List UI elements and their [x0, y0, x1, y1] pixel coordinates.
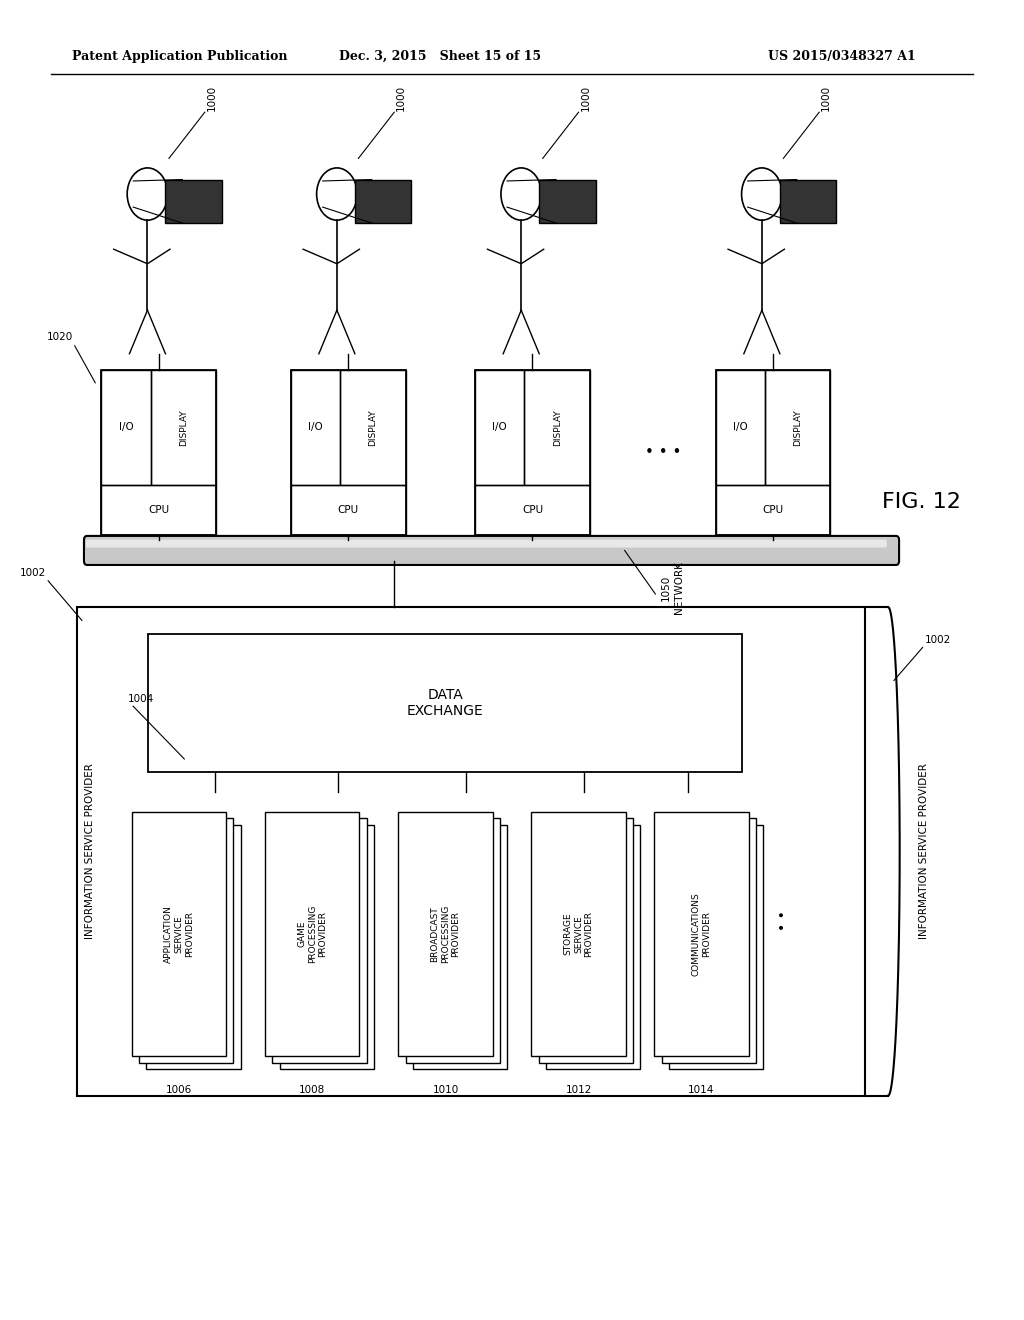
- Text: INFORMATION SERVICE PROVIDER: INFORMATION SERVICE PROVIDER: [85, 763, 95, 940]
- Text: 1000: 1000: [581, 84, 591, 111]
- Bar: [146, 825, 241, 1069]
- Text: 1020: 1020: [46, 331, 73, 342]
- FancyBboxPatch shape: [86, 540, 887, 548]
- Bar: [662, 818, 756, 1063]
- Bar: [654, 812, 749, 1056]
- Text: • • •: • • •: [645, 445, 681, 459]
- Text: 1000: 1000: [396, 84, 407, 111]
- Bar: [539, 818, 633, 1063]
- Bar: [291, 370, 406, 535]
- Bar: [546, 825, 640, 1069]
- Bar: [716, 370, 830, 535]
- Bar: [669, 825, 763, 1069]
- Bar: [780, 180, 837, 223]
- Bar: [101, 486, 216, 535]
- Text: INFORMATION SERVICE PROVIDER: INFORMATION SERVICE PROVIDER: [919, 763, 929, 940]
- FancyBboxPatch shape: [84, 536, 899, 565]
- Bar: [291, 370, 340, 486]
- Bar: [148, 634, 742, 772]
- Text: US 2015/0348327 A1: US 2015/0348327 A1: [768, 50, 915, 63]
- Text: 1008: 1008: [299, 1085, 326, 1096]
- Text: 1002: 1002: [925, 635, 951, 644]
- Text: 1000: 1000: [821, 84, 831, 111]
- Text: BROADCAST
PROCESSING
PROVIDER: BROADCAST PROCESSING PROVIDER: [430, 904, 461, 964]
- Text: DISPLAY: DISPLAY: [794, 409, 802, 446]
- Bar: [265, 812, 359, 1056]
- Bar: [77, 607, 865, 1096]
- Text: I/O: I/O: [733, 422, 748, 433]
- Text: CPU: CPU: [763, 504, 783, 515]
- Bar: [132, 812, 226, 1056]
- Text: Patent Application Publication: Patent Application Publication: [72, 50, 287, 63]
- Bar: [716, 370, 765, 486]
- Bar: [475, 486, 590, 535]
- Bar: [765, 370, 830, 486]
- Bar: [166, 180, 222, 223]
- Text: GAME
PROCESSING
PROVIDER: GAME PROCESSING PROVIDER: [297, 904, 328, 964]
- Bar: [280, 825, 374, 1069]
- Text: 1006: 1006: [166, 1085, 193, 1096]
- Bar: [413, 825, 507, 1069]
- Bar: [475, 370, 524, 486]
- Bar: [101, 370, 151, 486]
- Text: 1002: 1002: [19, 568, 46, 578]
- Bar: [291, 486, 406, 535]
- Text: 1014: 1014: [688, 1085, 715, 1096]
- Text: CPU: CPU: [522, 504, 543, 515]
- Text: Dec. 3, 2015   Sheet 15 of 15: Dec. 3, 2015 Sheet 15 of 15: [339, 50, 542, 63]
- Text: 1050: 1050: [660, 574, 671, 601]
- Bar: [716, 486, 830, 535]
- Text: NETWORK: NETWORK: [674, 561, 684, 614]
- Text: DATA
EXCHANGE: DATA EXCHANGE: [408, 688, 483, 718]
- Text: STORAGE
SERVICE
PROVIDER: STORAGE SERVICE PROVIDER: [563, 911, 594, 957]
- Text: FIG. 12: FIG. 12: [882, 491, 962, 512]
- Text: I/O: I/O: [308, 422, 323, 433]
- Bar: [398, 812, 493, 1056]
- Bar: [340, 370, 406, 486]
- Bar: [101, 370, 216, 535]
- Text: CPU: CPU: [338, 504, 358, 515]
- Bar: [540, 180, 596, 223]
- Text: COMMUNICATIONS
PROVIDER: COMMUNICATIONS PROVIDER: [692, 892, 711, 975]
- Bar: [475, 370, 590, 535]
- Text: I/O: I/O: [119, 422, 133, 433]
- Text: • •: • •: [776, 911, 791, 931]
- Bar: [531, 812, 626, 1056]
- Text: 1012: 1012: [565, 1085, 592, 1096]
- Bar: [524, 370, 590, 486]
- Text: DISPLAY: DISPLAY: [179, 409, 187, 446]
- Bar: [139, 818, 233, 1063]
- Text: 1000: 1000: [207, 84, 217, 111]
- Text: 1004: 1004: [128, 693, 155, 704]
- Bar: [355, 180, 412, 223]
- Text: DISPLAY: DISPLAY: [369, 409, 377, 446]
- Bar: [151, 370, 216, 486]
- Text: 1010: 1010: [432, 1085, 459, 1096]
- Text: DISPLAY: DISPLAY: [553, 409, 561, 446]
- Bar: [272, 818, 367, 1063]
- Text: CPU: CPU: [148, 504, 169, 515]
- Bar: [406, 818, 500, 1063]
- Text: APPLICATION
SERVICE
PROVIDER: APPLICATION SERVICE PROVIDER: [164, 906, 195, 962]
- Text: I/O: I/O: [493, 422, 507, 433]
